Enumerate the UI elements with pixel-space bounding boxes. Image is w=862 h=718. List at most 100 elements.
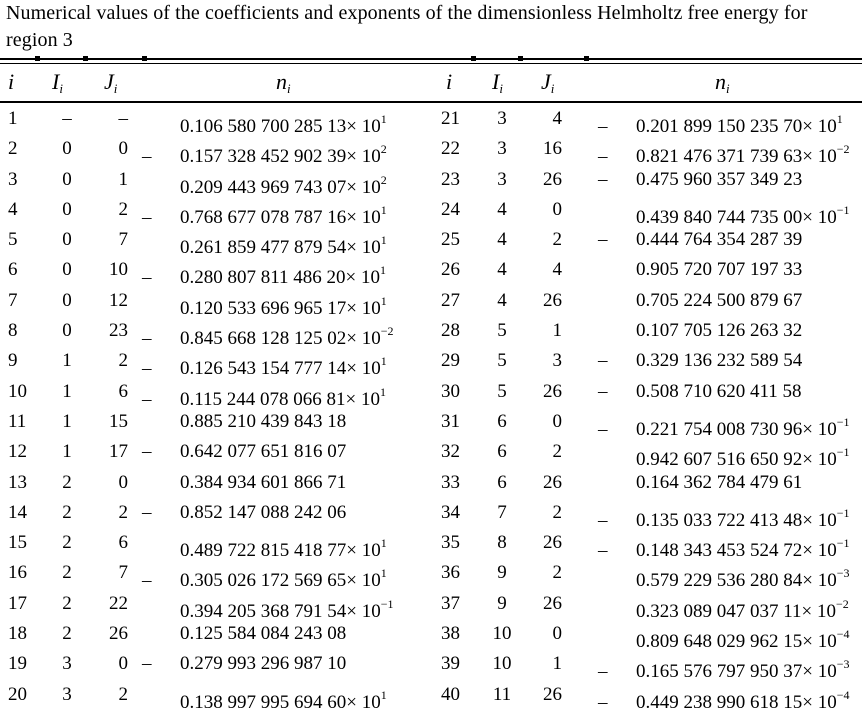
cell-I: 0: [62, 259, 72, 281]
sign: –: [142, 388, 152, 410]
cell-n-right: – 0.135 033 722 413 48 × 10−1: [596, 498, 858, 536]
sign: –: [142, 570, 152, 592]
cell-n: – 0.768 677 078 787 16 × 101: [140, 195, 430, 233]
cell-I-right: 6: [497, 410, 507, 432]
cell-i-right: 32: [441, 441, 460, 463]
cell-I: 2: [62, 623, 72, 645]
cell-J: 6: [118, 380, 129, 402]
sign: –: [598, 661, 608, 683]
cell-I-right: 11: [492, 683, 512, 705]
cell-n-right: – 0.148 343 453 524 72 × 10−1: [596, 528, 858, 566]
header-I: Ii: [52, 69, 63, 96]
mantissa: 0.809 648 029 962 15: [636, 631, 803, 653]
cell-i: 2: [8, 138, 18, 160]
cell-I-right: 9: [497, 592, 507, 614]
cell-n-right: – 0.821 476 371 739 63 × 10−2: [596, 134, 858, 172]
rule-marker: [518, 56, 523, 61]
table-row: 8 0 23– 0.845 668 128 125 02 × 10−2 28 5 1 0.10…: [0, 316, 862, 349]
cell-n: – 0.279 993 296 987 10: [140, 649, 430, 679]
mantissa: 0.126 543 154 777 14: [180, 358, 347, 380]
cell-n-right: 0.579 229 536 280 84 × 10−3: [596, 558, 858, 596]
exponent: × 101: [346, 293, 387, 319]
sign: –: [142, 267, 152, 289]
cell-I-right: 6: [497, 471, 507, 493]
cell-i-right: 26: [441, 259, 460, 281]
mantissa: 0.394 205 368 791 54: [180, 600, 347, 622]
table-row: 13 2 0 0.384 934 601 866 71 33 6 26 0.164 362 7…: [0, 468, 862, 498]
mantissa: 0.768 677 078 787 16: [180, 206, 347, 228]
cell-J-right: 2: [552, 501, 563, 523]
mantissa: 0.120 533 696 965 17: [180, 297, 347, 319]
mantissa: 0.279 993 296 987 10: [180, 653, 347, 675]
cell-J: 7: [118, 562, 129, 584]
header-I-right: Ii: [492, 69, 503, 96]
cell-J-right: 2: [552, 441, 563, 463]
cell-n: 0.120 533 696 965 17 × 101: [140, 286, 430, 324]
exponent: × 10−3: [802, 657, 850, 683]
cell-n: 0.489 722 815 418 77 × 101: [140, 528, 430, 566]
cell-J-right: 26: [543, 471, 562, 493]
mantissa: 0.845 668 128 125 02: [180, 328, 347, 350]
cell-i-right: 38: [441, 623, 460, 645]
mantissa: 0.157 328 452 902 39: [180, 146, 347, 168]
cell-n: – 0.126 543 154 777 14 × 101: [140, 346, 430, 384]
cell-n: – 0.852 147 088 242 06: [140, 498, 430, 528]
exponent: × 101: [346, 112, 387, 137]
cell-n-right: 0.164 362 784 479 61: [596, 468, 858, 498]
table-row: 3 0 1 0.209 443 969 743 07 × 102 23 3 26 – 0.475…: [0, 165, 862, 198]
cell-i: 5: [8, 229, 18, 251]
cell-i: 12: [8, 441, 27, 463]
header-n: ni: [276, 69, 291, 96]
cell-i: 10: [8, 380, 27, 402]
cell-J: –: [118, 108, 129, 129]
sign: –: [142, 358, 152, 380]
mantissa: 0.106 580 700 285 13: [180, 116, 347, 137]
cell-I-right: 10: [492, 653, 512, 675]
cell-i: 18: [8, 623, 27, 645]
cell-n: 0.394 205 368 791 54 × 10−1: [140, 589, 430, 627]
exponent: × 101: [346, 536, 387, 562]
exponent: × 101: [345, 263, 387, 289]
cell-I-right: 5: [497, 380, 507, 402]
top-rule: [0, 58, 862, 60]
cell-i: 17: [8, 592, 27, 614]
cell-J-right: 2: [552, 562, 563, 584]
cell-I-right: 4: [497, 289, 507, 311]
cell-J-right: 1: [552, 653, 563, 675]
cell-i-right: 22: [441, 138, 460, 160]
header-J-right: Ji: [541, 69, 555, 96]
cell-I: 0: [62, 320, 72, 342]
cell-J-right: 0: [552, 198, 563, 220]
mantissa: 0.852 147 088 242 06: [180, 501, 347, 523]
sign: –: [142, 328, 152, 350]
cell-i: 6: [8, 259, 18, 281]
cell-J: 17: [109, 441, 128, 463]
cell-J: 0: [118, 653, 129, 675]
cell-I-right: 5: [497, 350, 507, 372]
exponent: × 10−4: [802, 627, 850, 653]
cell-i: 14: [8, 501, 27, 523]
top-rule-double: [0, 63, 862, 65]
cell-I-right: 3: [497, 138, 507, 160]
cell-I-right: 4: [497, 229, 507, 251]
cell-i-right: 27: [441, 289, 460, 311]
mantissa: 0.942 607 516 650 92: [636, 449, 803, 471]
mantissa: 0.201 899 150 235 70: [636, 116, 803, 137]
cell-I-right: 6: [497, 441, 507, 463]
mantissa: 0.384 934 601 866 71: [180, 471, 347, 493]
cell-J-right: 0: [552, 623, 563, 645]
cell-i-right: 40: [441, 683, 460, 705]
cell-n-right: 0.107 705 126 263 32: [596, 316, 858, 346]
cell-n: – 0.845 668 128 125 02 × 10−2: [140, 316, 430, 354]
cell-J: 10: [109, 259, 128, 281]
cell-i: 13: [8, 471, 27, 493]
mantissa: 0.329 136 232 589 54: [636, 350, 803, 372]
cell-n-right: – 0.329 136 232 589 54: [596, 346, 858, 376]
cell-J-right: 26: [543, 532, 562, 554]
cell-n-right: – 0.444 764 354 287 39: [596, 225, 858, 255]
exponent: × 102: [346, 142, 387, 168]
cell-J: 2: [118, 501, 129, 523]
cell-I-right: 9: [497, 562, 507, 584]
table-row: 7 0 12 0.120 533 696 965 17 × 101 27 4 26 0.705…: [0, 286, 862, 319]
exponent: × 10−4: [802, 687, 850, 713]
